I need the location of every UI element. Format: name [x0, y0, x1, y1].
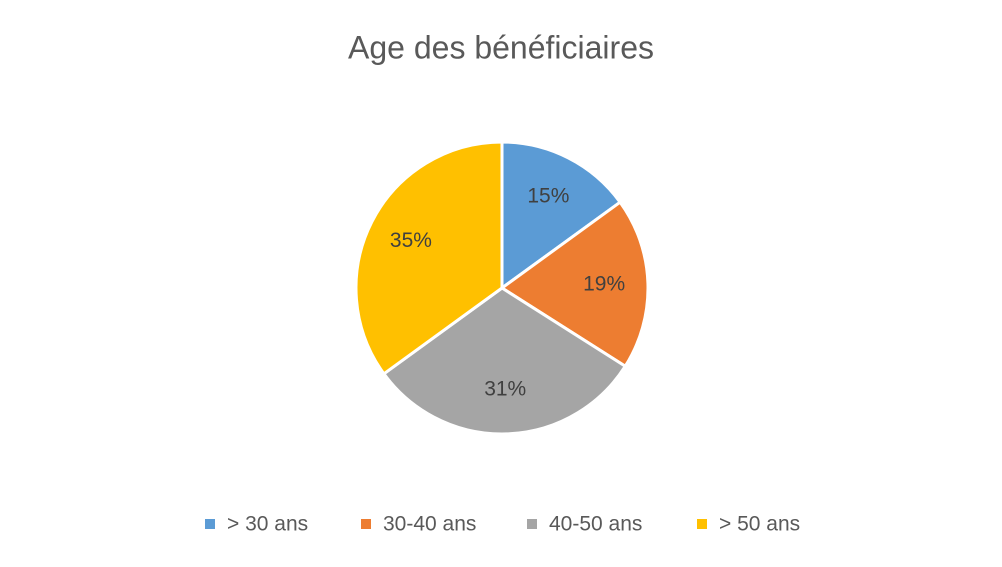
legend-swatch: [205, 519, 215, 529]
legend-swatch: [361, 519, 371, 529]
data-label: 35%: [390, 229, 432, 252]
pie-slice: [381, 286, 628, 436]
legend-label: > 30 ans: [227, 513, 308, 536]
legend-label: > 50 ans: [719, 513, 800, 536]
pie-slice: [499, 200, 650, 369]
pie-slice: [500, 140, 623, 291]
data-label: 31%: [484, 378, 526, 401]
chart-title: Age des bénéficiaires: [348, 29, 654, 65]
data-label: 19%: [583, 272, 625, 295]
legend-swatch: [697, 519, 707, 529]
data-label: 15%: [527, 184, 569, 207]
legend-label: 30-40 ans: [383, 513, 476, 536]
pie-slice: [354, 140, 504, 376]
legend-swatch: [527, 519, 537, 529]
legend-label: 40-50 ans: [549, 513, 642, 536]
